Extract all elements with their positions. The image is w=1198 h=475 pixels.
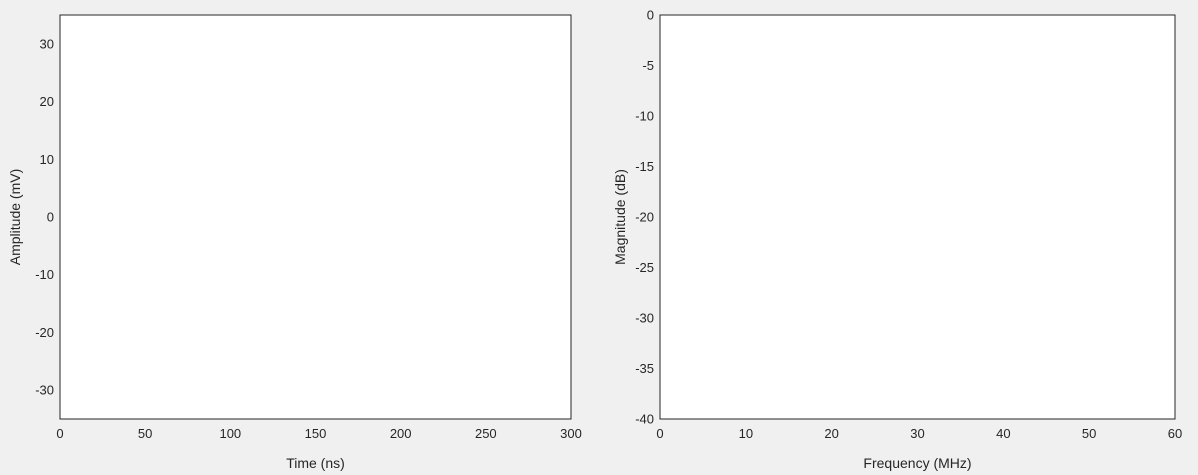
time-domain-chart: 0 50 100 150 200 250 300 -30 -20 -10 0 10 20 30 Time … [7,14,582,471]
frequency-x-tick-label: 20 [824,426,838,441]
time-axes-outline [59,14,572,420]
time-y-tick-label: 20 [40,94,54,109]
time-x-tick-label: 150 [305,426,327,441]
time-x-tick-label: 300 [560,426,582,441]
frequency-axes-outline [659,14,1176,420]
frequency-x-tick-label: 0 [656,426,663,441]
time-x-tick-label: 100 [219,426,241,441]
frequency-y-tick-label: -40 [635,412,654,427]
frequency-x-tick-label: 60 [1168,426,1182,441]
time-y-tick-label: -20 [35,325,54,340]
frequency-x-tick-label: 40 [996,426,1010,441]
frequency-y-tick-label: -25 [635,260,654,275]
frequency-x-tick-label: 50 [1082,426,1096,441]
frequency-y-tick-label: -35 [635,361,654,376]
time-x-tick-label: 0 [56,426,63,441]
time-y-tick-label: 30 [40,36,54,51]
time-y-axis-label: Amplitude (mV) [7,169,23,265]
time-y-tick-label: -30 [35,383,54,398]
time-x-axis-label: Time (ns) [286,455,345,471]
time-y-tick-label: 10 [40,152,54,167]
time-x-tick-label: 200 [390,426,412,441]
time-y-tick-label: 0 [47,210,54,225]
frequency-x-axis-label: Frequency (MHz) [863,455,971,471]
frequency-x-tick-label: 10 [739,426,753,441]
frequency-tick-labels: 0 10 20 30 40 50 60 -40 -35 -30 -25 -20 -15 -10 -5 0 [635,8,1182,442]
frequency-x-tick-label: 30 [910,426,924,441]
time-x-tick-label: 50 [138,426,152,441]
frequency-y-tick-label: -5 [642,58,654,73]
frequency-y-axis-label: Magnitude (dB) [612,169,628,265]
frequency-y-tick-label: -20 [635,210,654,225]
time-tick-labels: 0 50 100 150 200 250 300 -30 -20 -10 0 10 20 30 [35,36,582,441]
frequency-domain-chart: 0 10 20 30 40 50 60 -40 -35 -30 -25 -20 -15 -10 -5 0 Fr… [612,8,1182,472]
frequency-y-tick-label: -15 [635,159,654,174]
frequency-y-tick-label: -30 [635,311,654,326]
time-x-tick-label: 250 [475,426,497,441]
frequency-y-tick-label: -10 [635,109,654,124]
time-y-tick-label: -10 [35,267,54,282]
frequency-y-tick-label: 0 [647,8,654,23]
